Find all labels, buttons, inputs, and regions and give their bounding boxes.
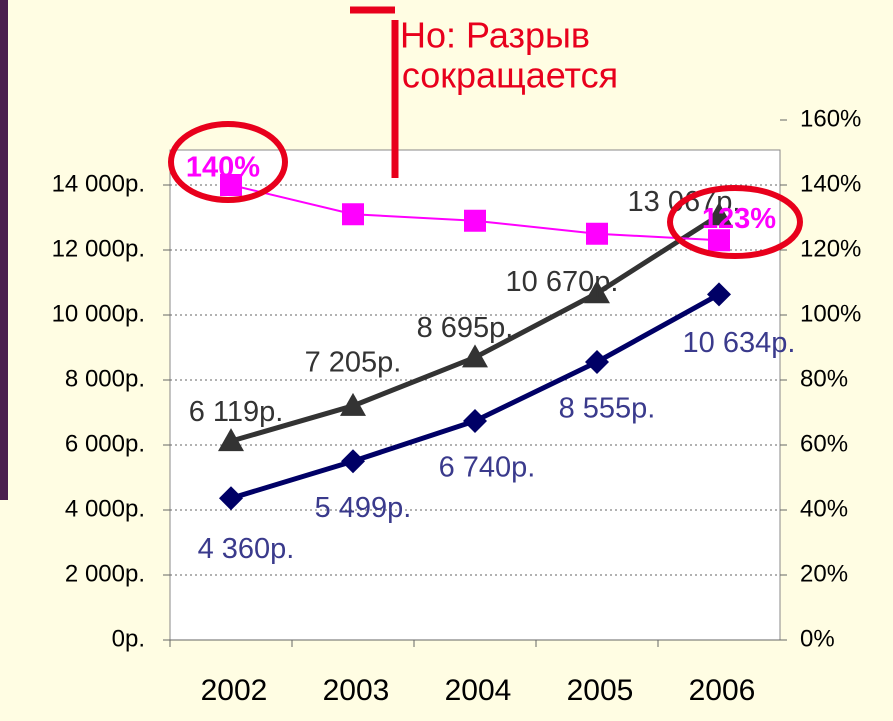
grid: 0р. 2 000р. 4 000р. 6 000р. 8 000р. 10 000р. 1… [52, 105, 862, 707]
diamond-marker [463, 408, 487, 433]
x-tick-label: 2003 [323, 674, 390, 707]
y-tick-label: 4 000р. [65, 495, 145, 522]
square-marker [464, 209, 486, 232]
data-label: 8 695р. [417, 312, 514, 344]
data-label: 4 360р. [198, 533, 295, 565]
y-tick-label: 12 000р. [52, 235, 145, 262]
y2-tick-label: 160% [800, 105, 861, 132]
y2-tick-label: 100% [800, 300, 861, 327]
x-tick-label: 2004 [445, 674, 512, 707]
triangle-marker [340, 392, 366, 416]
square-marker [220, 174, 242, 196]
highlight-ellipse [667, 185, 803, 259]
y2-tick-label: 40% [800, 495, 848, 522]
y2-tick-label: 80% [800, 365, 848, 392]
triangle-marker [462, 344, 488, 368]
data-label: 140% [186, 152, 260, 184]
diamond-marker [341, 449, 365, 474]
data-label: 6 740р. [439, 452, 536, 484]
y-tick-label: 14 000р. [52, 170, 145, 197]
data-label: 6 119р. [189, 396, 284, 428]
diamond-marker [707, 282, 731, 307]
title: Но: Разрыв [400, 15, 590, 56]
y-tick-label: 10 000р. [52, 300, 145, 327]
y2-tick-label: 140% [800, 170, 861, 197]
data-label: 5 499р. [315, 492, 412, 524]
highlight-ellipse [168, 121, 288, 203]
marks: 6 119р.7 205р.8 695р.10 670р.13 067р.4 3… [186, 152, 796, 565]
x-tick-label: 2002 [201, 674, 268, 707]
square-marker [342, 203, 364, 226]
data-label: 10 634р. [683, 327, 796, 359]
data-label: 7 205р. [305, 346, 402, 378]
diamond-marker [585, 349, 609, 374]
y2-tick-label: 0% [800, 625, 835, 652]
square-marker [708, 229, 730, 252]
diamond-marker [219, 486, 243, 511]
x-tick-label: 2006 [689, 674, 756, 707]
data-label: 8 555р. [559, 393, 656, 425]
square-marker [586, 222, 608, 245]
y2-tick-label: 60% [800, 430, 848, 457]
triangle-marker [706, 202, 732, 226]
y2-tick-label: 20% [800, 560, 848, 587]
subtitle: сокращается [402, 55, 618, 96]
side-strip [0, 0, 8, 500]
y2-tick-label: 120% [800, 235, 861, 262]
data-label: 123% [702, 203, 776, 235]
y-tick-label: 8 000р. [65, 365, 145, 392]
triangle-marker [584, 280, 610, 304]
triangle-marker [218, 428, 244, 452]
x-tick-label: 2005 [567, 674, 634, 707]
y-tick-label: 0р. [112, 625, 145, 652]
y-tick-label: 6 000р. [65, 430, 145, 457]
y-tick-label: 2 000р. [65, 560, 145, 587]
data-label: 10 670р. [506, 266, 619, 298]
